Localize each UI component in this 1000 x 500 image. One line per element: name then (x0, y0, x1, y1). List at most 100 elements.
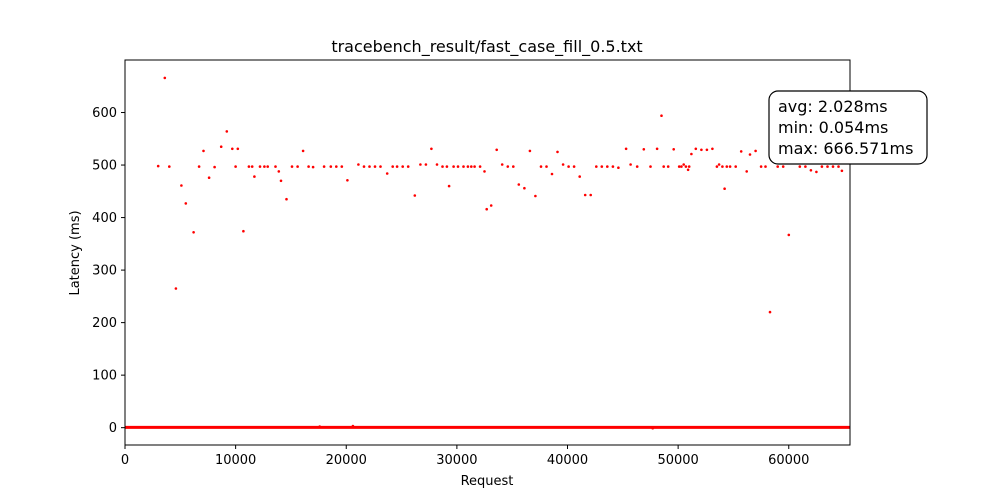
data-point (624, 147, 628, 151)
data-point (764, 165, 767, 168)
data-point (192, 231, 195, 234)
data-point (556, 150, 559, 154)
data-point (651, 426, 654, 430)
data-point (711, 147, 714, 151)
data-point (368, 165, 371, 168)
x-tick-label: 30000 (436, 453, 477, 468)
data-point (213, 165, 216, 169)
data-point (595, 165, 598, 168)
data-point (447, 184, 451, 188)
data-point (687, 165, 691, 168)
data-point (700, 148, 703, 152)
data-point (495, 148, 499, 152)
data-point (739, 150, 743, 153)
data-point (721, 165, 724, 168)
data-point (787, 233, 791, 237)
data-point (539, 165, 543, 168)
data-point (318, 425, 322, 428)
data-point (798, 165, 802, 168)
data-point (649, 165, 652, 168)
data-point (156, 164, 160, 168)
data-point (311, 165, 315, 169)
y-tick-label: 100 (92, 369, 117, 384)
y-tick-label: 400 (92, 211, 117, 226)
data-point (545, 165, 548, 168)
data-point (600, 165, 604, 168)
data-point (804, 165, 807, 168)
data-point (705, 148, 709, 152)
data-point (466, 165, 470, 168)
data-point (534, 194, 537, 198)
x-tick-label: 60000 (768, 453, 809, 468)
data-point (470, 165, 473, 168)
data-point (500, 163, 504, 166)
data-point (478, 165, 482, 168)
data-point (424, 163, 428, 166)
data-point (285, 197, 288, 201)
data-point (290, 165, 294, 168)
data-point (642, 148, 646, 151)
y-axis-ticks: 0 100 200 300 400 500 600 (92, 106, 125, 436)
data-point (776, 165, 779, 168)
data-point (517, 183, 521, 186)
data-point (219, 145, 223, 148)
stats-annotation-box (768, 90, 928, 165)
data-point (329, 165, 333, 168)
data-point (406, 165, 410, 168)
data-point (307, 165, 310, 168)
y-tick-label: 300 (92, 264, 117, 279)
stats-avg: avg: 2.028ms (778, 97, 888, 116)
data-point (583, 193, 587, 197)
y-tick-label: 200 (92, 316, 117, 331)
data-point (483, 170, 486, 173)
data-point (441, 165, 444, 168)
data-point (717, 163, 721, 166)
data-point (234, 165, 237, 168)
data-point (725, 165, 729, 168)
data-point (391, 165, 395, 168)
data-point (373, 165, 377, 168)
data-point (572, 165, 576, 168)
data-point (395, 165, 399, 168)
data-point (748, 153, 752, 156)
data-point (279, 179, 283, 183)
data-point (655, 147, 659, 151)
data-point (419, 163, 422, 166)
data-point (184, 202, 188, 205)
data-point (401, 165, 405, 168)
x-tick-label: 50000 (657, 453, 698, 468)
x-axis-ticks: 0 10000 20000 30000 40000 50000 60000 (121, 445, 809, 468)
data-point (660, 114, 663, 117)
data-point (258, 165, 262, 168)
data-point (567, 165, 570, 168)
data-point (723, 187, 726, 190)
x-tick-label: 20000 (326, 453, 367, 468)
data-point (528, 149, 532, 153)
x-tick-label: 40000 (547, 453, 588, 468)
data-point (840, 169, 844, 173)
data-point (809, 169, 813, 172)
stats-min: min: 0.054ms (778, 118, 888, 137)
data-point (445, 165, 449, 168)
x-tick-label: 10000 (215, 453, 256, 468)
data-point (413, 194, 417, 197)
stats-annotation: avg: 2.028ms min: 0.054ms max: 666.571ms (768, 90, 928, 165)
data-point (247, 165, 251, 168)
data-point (589, 193, 592, 197)
data-point (694, 147, 698, 151)
data-point (296, 165, 299, 168)
data-point (362, 165, 366, 168)
data-point (473, 165, 476, 168)
data-point (379, 165, 382, 168)
data-point (197, 165, 201, 168)
data-point (485, 207, 489, 211)
data-point (163, 76, 167, 80)
data-point (826, 165, 829, 168)
data-point (340, 165, 344, 168)
data-point (168, 165, 171, 168)
data-point (662, 165, 665, 168)
data-points (125, 76, 850, 430)
data-point (754, 149, 757, 153)
data-point (385, 172, 389, 175)
